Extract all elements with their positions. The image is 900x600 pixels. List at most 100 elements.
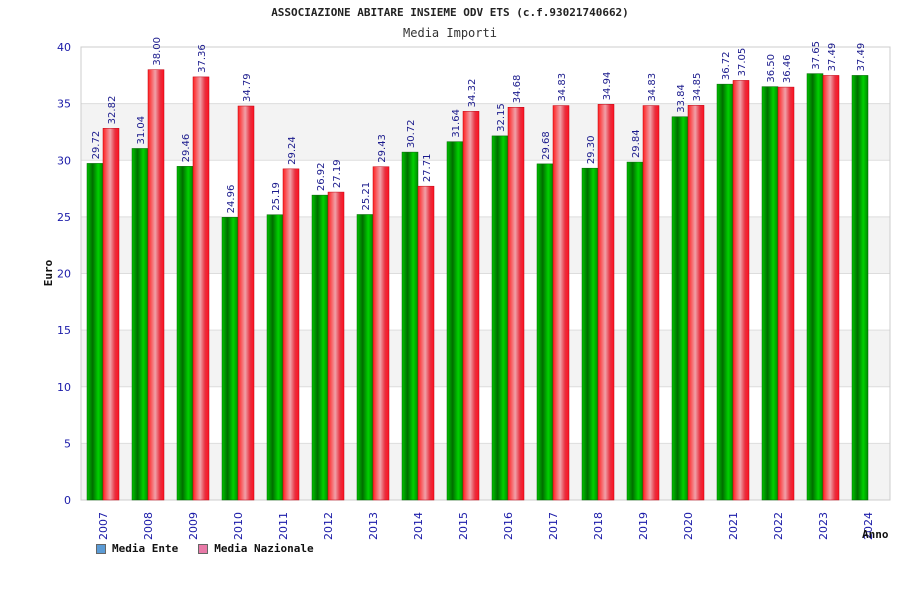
x-axis-label: Anno [862, 528, 889, 541]
bar-value-label: 34.83 [647, 73, 658, 102]
x-tick-label: 2012 [322, 512, 335, 540]
bar-value-label: 37.05 [737, 48, 748, 77]
bar-value-label: 29.46 [181, 134, 192, 163]
grid-band [81, 443, 890, 500]
bars [86, 69, 869, 501]
bar-value-label: 31.04 [136, 116, 147, 145]
bar-value-label: 36.46 [782, 54, 793, 83]
bar-value-label: 37.49 [856, 43, 867, 72]
bar [356, 214, 374, 501]
bar [102, 128, 120, 501]
bar-value-label: 29.30 [586, 136, 597, 165]
y-axis-ticks: 0 5 10 15 20 25 30 35 40 [57, 41, 71, 507]
grid-band [81, 47, 890, 104]
plot-frame [80, 46, 891, 501]
legend-label-media-nazionale: Media Nazionale [214, 542, 314, 555]
y-tick-label: 35 [57, 98, 71, 111]
bar-value-label: 32.82 [107, 96, 118, 125]
bar [327, 191, 345, 501]
y-axis-label: Euro [42, 259, 55, 286]
bar-value-label: 36.50 [766, 54, 777, 83]
bar-value-label: 37.65 [811, 41, 822, 70]
x-tick-label: 2024 [862, 512, 875, 540]
bar [581, 167, 599, 501]
bar-value-label: 34.85 [692, 73, 703, 102]
bar-value-label: 25.21 [361, 182, 372, 211]
y-tick-label: 15 [57, 324, 71, 337]
bar [507, 106, 525, 501]
grid-band [81, 273, 890, 331]
grid-band [81, 103, 890, 161]
bar-value-label: 30.72 [406, 119, 417, 148]
grid-band [81, 386, 890, 444]
y-tick-label: 10 [57, 381, 71, 394]
bar-value-label: 31.64 [451, 109, 462, 138]
bar-value-label: 29.68 [541, 131, 552, 160]
x-tick-label: 2014 [412, 512, 425, 540]
x-tick-label: 2017 [547, 512, 560, 540]
legend-item-media-ente: Media Ente [96, 542, 178, 555]
legend: Media Ente Media Nazionale [96, 542, 314, 555]
bar [462, 111, 480, 501]
y-tick-label: 25 [57, 211, 71, 224]
bar [536, 163, 554, 501]
bar [176, 166, 194, 501]
x-tick-label: 2015 [457, 512, 470, 540]
y-tick-label: 5 [64, 437, 71, 450]
x-tick-label: 2007 [97, 512, 110, 540]
bar-value-label: 29.84 [631, 129, 642, 158]
bar-value-label: 34.32 [467, 79, 478, 108]
bar [131, 148, 149, 501]
bar [822, 75, 840, 501]
bar-value-label: 29.72 [91, 131, 102, 160]
legend-swatch-media-nazionale [198, 543, 209, 554]
bar [282, 168, 300, 501]
x-tick-label: 2021 [727, 512, 740, 540]
bar [237, 105, 255, 501]
bar-value-label: 29.43 [377, 134, 388, 163]
bar [806, 73, 824, 501]
x-tick-label: 2018 [592, 512, 605, 540]
bar [851, 75, 869, 501]
bar [491, 135, 509, 501]
bar-value-label: 25.19 [271, 182, 282, 211]
bar-value-label: 32.15 [496, 103, 507, 132]
bar [552, 105, 570, 501]
bar [401, 151, 419, 501]
bar-value-label: 38.00 [152, 37, 163, 66]
chart-subtitle: Media Importi [403, 26, 497, 40]
bar-value-label: 27.71 [422, 154, 433, 183]
x-tick-label: 2009 [187, 512, 200, 540]
grid-bands [81, 47, 890, 500]
bar [311, 194, 329, 501]
x-tick-label: 2022 [772, 512, 785, 540]
legend-label-media-ente: Media Ente [112, 542, 179, 555]
bar [86, 163, 104, 501]
bar [732, 80, 750, 501]
y-tick-label: 0 [64, 494, 71, 507]
x-tick-label: 2008 [142, 512, 155, 540]
bar [716, 83, 734, 501]
bar-value-label: 37.49 [827, 43, 838, 72]
bar [417, 185, 435, 501]
y-tick-label: 30 [57, 154, 71, 167]
x-tick-label: 2019 [637, 512, 650, 540]
bar [642, 105, 660, 501]
bar-value-label: 34.94 [602, 72, 613, 101]
x-tick-label: 2023 [817, 512, 830, 540]
x-tick-label: 2016 [502, 512, 515, 540]
bar [221, 217, 239, 501]
bar-value-label: 37.36 [197, 44, 208, 73]
grid-band [81, 330, 890, 387]
y-tick-label: 40 [57, 41, 71, 54]
x-tick-label: 2010 [232, 512, 245, 540]
x-axis-ticks: 2007 2008 2009 2010 2011 2012 2013 2014 2015 2016… [97, 512, 875, 540]
bar-value-label: 34.68 [512, 75, 523, 104]
bar-value-label: 29.24 [287, 136, 298, 165]
bar [446, 141, 464, 501]
bar [777, 86, 795, 501]
bar [626, 161, 644, 501]
bar-value-label: 26.92 [316, 162, 327, 191]
x-tick-label: 2011 [277, 512, 290, 540]
